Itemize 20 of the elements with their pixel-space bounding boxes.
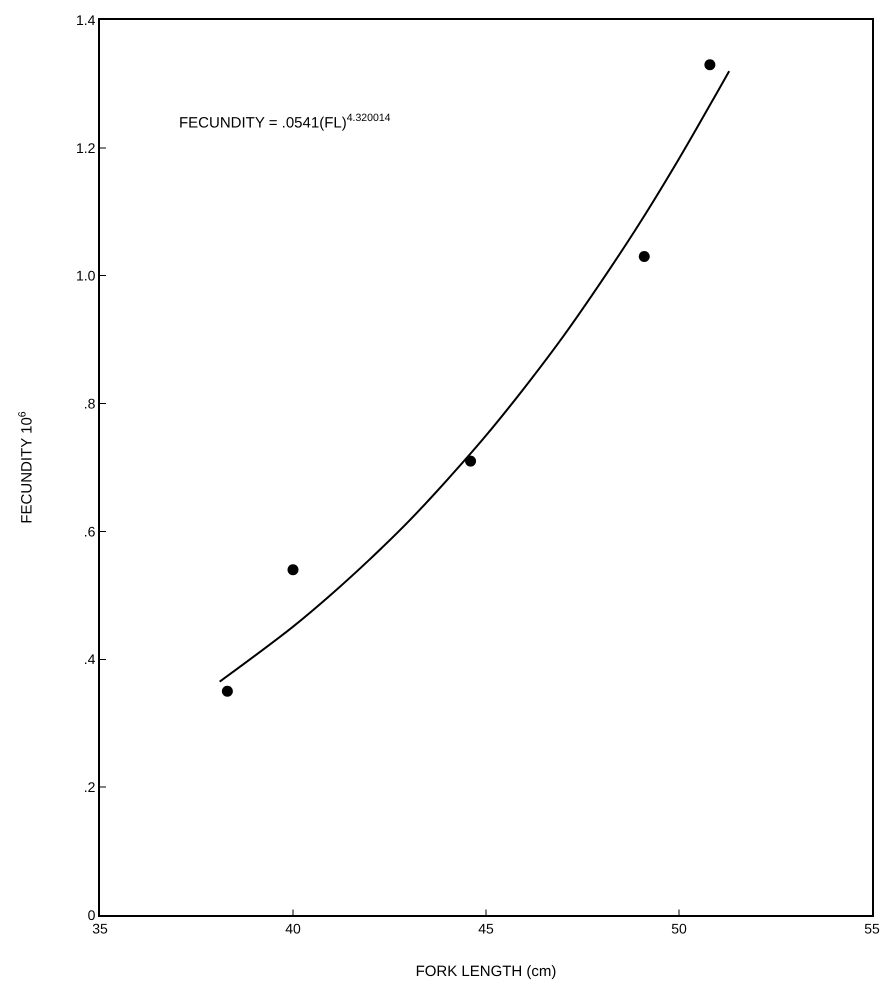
annotation: FECUNDITY = .0541(FL)$^{4.320014}$	[179, 112, 391, 132]
point	[222, 686, 233, 697]
y-tick-label: 1.0	[76, 268, 96, 284]
y-tick-label: 1.2	[76, 140, 96, 156]
point	[465, 456, 476, 467]
x-tick-label: 50	[671, 920, 687, 937]
x-tick-label: 35	[92, 920, 108, 937]
y-tick-label: 0	[88, 906, 96, 923]
x-tick-label: 55	[864, 920, 880, 937]
point	[704, 59, 716, 70]
x-tick-label: 45	[478, 920, 494, 937]
x-axis-title: FORK LENGTH (cm)	[416, 963, 556, 980]
y-tick-label: .2	[84, 779, 96, 796]
point	[638, 251, 650, 262]
y-tick-label: .4	[84, 651, 96, 668]
point	[288, 564, 298, 576]
y-tick-label: .8	[84, 395, 96, 412]
y-tick-label: 1.4	[76, 12, 96, 28]
x-tick-label: 40	[285, 920, 301, 937]
y-tick-label: .6	[84, 523, 96, 540]
